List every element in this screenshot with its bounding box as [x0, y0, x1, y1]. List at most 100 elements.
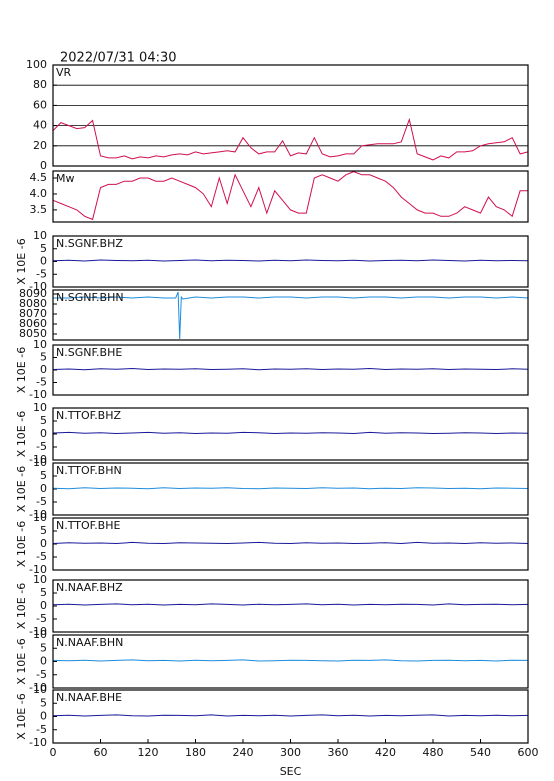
y-tick-label: -10 [29, 453, 47, 466]
panel-label: N.TTOF.BHN [56, 464, 122, 477]
panel-label: N.TTOF.BHZ [56, 409, 122, 422]
y-tick-label: 10 [33, 338, 47, 351]
panel-label: N.SGNF.BHE [56, 346, 122, 359]
y-tick-label: -5 [36, 668, 47, 681]
panel-label: N.NAAF.BHE [56, 691, 122, 704]
y-tick-label: 8050 [19, 327, 47, 340]
panel-label: N.NAAF.BHN [56, 636, 123, 649]
y-tick-label: 10 [33, 456, 47, 469]
y-tick-label: 10 [33, 573, 47, 586]
y-tick-label: -5 [36, 495, 47, 508]
series-line [52, 487, 529, 490]
panel-frame [52, 407, 529, 461]
y-tick-label: 3.5 [30, 203, 48, 216]
y-tick-label: 80 [33, 78, 47, 91]
x-axis-label: SEC [280, 765, 302, 778]
panel-frame [52, 170, 529, 223]
series-line [52, 171, 528, 221]
y-tick-label: 10 [33, 683, 47, 696]
y-tick-label: 5 [40, 414, 47, 427]
x-tick-label: 180 [185, 746, 206, 759]
series-line [52, 431, 529, 435]
series-line [52, 117, 529, 161]
panel-frame [52, 344, 529, 396]
series-line [52, 659, 529, 662]
panel-label: N.SGNF.BHN [56, 291, 124, 304]
y-tick-label: 0 [40, 427, 47, 440]
y-tick-label: 0 [40, 710, 47, 723]
y-tick-label: 0 [40, 537, 47, 550]
y-tick-label: 0 [40, 363, 47, 376]
panel-label: N.NAAF.BHZ [56, 581, 123, 594]
y-tick-label: -10 [29, 736, 47, 749]
y-tick-label: 8060 [19, 317, 47, 330]
y-tick-label: 5 [40, 242, 47, 255]
y-tick-label: 100 [26, 58, 47, 71]
y-tick-label: 0 [40, 159, 47, 172]
y-tick-label: -5 [36, 376, 47, 389]
y-axis-label: X 10E -6 [15, 638, 28, 684]
chart-title: 2022/07/31 04:30 [60, 51, 177, 66]
x-tick-label: 300 [280, 746, 301, 759]
series-line [52, 603, 529, 606]
y-tick-label: 20 [33, 139, 47, 152]
y-tick-label: -5 [36, 440, 47, 453]
y-tick-label: -10 [29, 388, 47, 401]
y-tick-label: -10 [29, 625, 47, 638]
x-tick-label: 60 [94, 746, 108, 759]
y-tick-label: 5 [40, 469, 47, 482]
panel-label: N.SGNF.BHZ [56, 237, 123, 250]
x-tick-label: 540 [470, 746, 491, 759]
y-tick-label: 0 [40, 599, 47, 612]
y-tick-label: 5 [40, 696, 47, 709]
series-line [53, 291, 529, 340]
y-tick-label: 5 [40, 524, 47, 537]
panel-frame [52, 64, 529, 167]
y-axis-label: X 10E -6 [15, 521, 28, 567]
panel-label: N.TTOF.BHE [56, 519, 121, 532]
y-tick-label: 8090 [19, 287, 47, 300]
x-tick-label: 360 [328, 746, 349, 759]
y-tick-label: 10 [33, 628, 47, 641]
y-tick-label: 0 [40, 482, 47, 495]
y-tick-label: -10 [29, 563, 47, 576]
y-tick-label: 5 [40, 641, 47, 654]
y-tick-label: 10 [33, 401, 47, 414]
y-tick-label: 60 [33, 98, 47, 111]
y-axis-label: X 10E -6 [15, 347, 28, 393]
y-tick-label: 40 [33, 119, 47, 132]
y-tick-label: 4.5 [30, 171, 48, 184]
y-tick-label: 5 [40, 586, 47, 599]
y-tick-label: 0 [40, 655, 47, 668]
panel-label: Mw [56, 172, 75, 185]
y-tick-label: -10 [29, 280, 47, 293]
x-tick-label: 600 [518, 746, 539, 759]
y-tick-label: -10 [29, 681, 47, 694]
y-tick-label: -10 [29, 508, 47, 521]
series-line [52, 714, 529, 717]
panel-frame [52, 634, 529, 689]
y-axis-label: X 10E -6 [15, 411, 28, 457]
y-axis-label: X 10E -6 [15, 238, 28, 284]
panel-frame [52, 579, 529, 633]
panel-frame [52, 235, 529, 288]
x-tick-label: 0 [50, 746, 57, 759]
y-tick-label: -5 [36, 550, 47, 563]
x-tick-label: 480 [423, 746, 444, 759]
x-tick-label: 240 [233, 746, 254, 759]
series-line [52, 367, 529, 371]
panel-frame [52, 517, 529, 571]
panel-frame [52, 462, 529, 516]
y-axis-label: X 10E -6 [15, 583, 28, 629]
y-tick-label: -5 [36, 267, 47, 280]
x-tick-label: 420 [375, 746, 396, 759]
panel-label: VR [56, 66, 72, 79]
x-tick-label: 120 [138, 746, 159, 759]
y-tick-label: 8070 [19, 307, 47, 320]
y-tick-label: 10 [33, 229, 47, 242]
y-tick-label: 8080 [19, 297, 47, 310]
series-line [52, 259, 529, 262]
panel-frame [52, 289, 529, 341]
y-tick-label: 0 [40, 255, 47, 268]
